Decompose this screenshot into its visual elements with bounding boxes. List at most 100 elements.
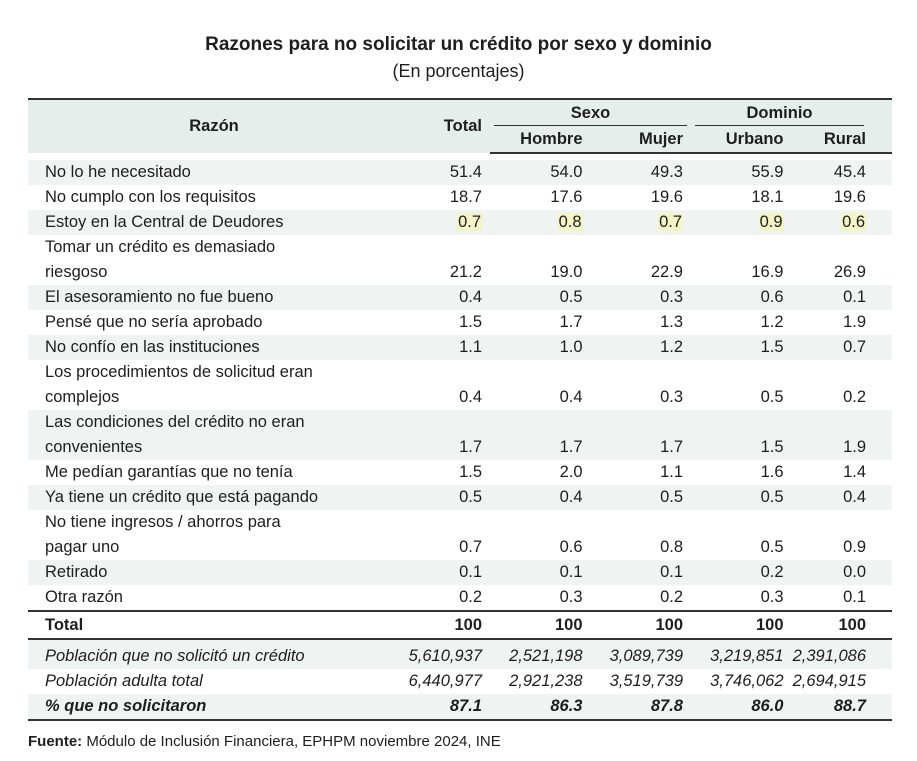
cell-value: 49.3 <box>590 160 691 185</box>
row-label-line: No cumplo con los requisitos <box>45 188 256 206</box>
cell-value: 0.8 <box>490 210 591 235</box>
cell-value: 51.4 <box>400 160 490 185</box>
value: 54.0 <box>550 163 583 181</box>
header-urbano: Urbano <box>691 126 792 154</box>
row-label: El asesoramiento no fue bueno <box>28 285 400 310</box>
footer-label: Población que no solicitó un crédito <box>28 639 400 669</box>
row-label-line: Pensé que no sería aprobado <box>45 313 263 331</box>
value: 0.8 <box>557 213 583 231</box>
cell-value: 1.6 <box>691 460 792 485</box>
cell-value: 0.2 <box>591 585 692 611</box>
cell-value: 18.1 <box>691 185 792 210</box>
value: 0.7 <box>658 213 683 231</box>
value: 1.7 <box>660 438 683 456</box>
row-label: No tiene ingresos / ahorros para pagar un… <box>28 510 400 560</box>
cell-value: 1.5 <box>400 460 490 485</box>
cell-value: 18.7 <box>400 185 490 210</box>
table-row: Ya tiene un crédito que está pagando 0.5 0… <box>28 485 892 510</box>
population-row: Población adulta total 6,440,977 2,921,238… <box>28 669 892 694</box>
value: 18.1 <box>751 188 784 206</box>
cell-value: 16.9 <box>691 235 792 285</box>
value: 1.2 <box>660 338 683 356</box>
value: 0.7 <box>457 213 482 231</box>
footer-value: 86.0 <box>691 694 792 721</box>
cell-value: 19.0 <box>490 235 591 285</box>
header-dominio: Dominio <box>691 98 892 126</box>
cell-value: 0.2 <box>400 585 490 611</box>
total-value: 100 <box>691 610 792 640</box>
total-value: 100 <box>490 610 591 640</box>
table-row: Pensé que no sería aprobado 1.5 1.7 1.3 1.2 1… <box>28 310 892 335</box>
value: 0.5 <box>559 288 583 306</box>
cell-value: 55.9 <box>691 160 792 185</box>
cell-value: 0.2 <box>792 360 893 410</box>
row-label-line: Retirado <box>45 563 108 581</box>
value: 19.6 <box>833 188 866 206</box>
value: 1.2 <box>760 313 784 331</box>
header-razon: Razón <box>28 98 400 153</box>
value: 1.7 <box>459 438 482 456</box>
value: 0.6 <box>559 538 583 556</box>
value: 0.2 <box>843 388 866 406</box>
value: 1.3 <box>660 313 683 331</box>
value: 18.7 <box>449 188 482 206</box>
total-value: 100 <box>791 610 892 640</box>
cell-value: 1.9 <box>792 310 893 335</box>
value: 0.1 <box>459 563 482 581</box>
value: 0.6 <box>841 213 866 231</box>
value: 0.5 <box>760 488 784 506</box>
cell-value: 0.7 <box>590 210 691 235</box>
row-label-line: No lo he necesitado <box>45 163 191 181</box>
cell-value: 17.6 <box>490 185 591 210</box>
value: 1.5 <box>760 338 784 356</box>
value: 0.7 <box>843 338 866 356</box>
value: 0.4 <box>559 488 583 506</box>
cell-value: 0.3 <box>591 360 692 410</box>
cell-value: 0.1 <box>590 560 691 585</box>
value: 0.0 <box>843 563 866 581</box>
row-label: Ya tiene un crédito que está pagando <box>28 485 400 510</box>
cell-value: 0.7 <box>791 335 892 360</box>
cell-value: 1.5 <box>691 410 792 460</box>
cell-value: 1.7 <box>590 410 691 460</box>
cell-value: 0.6 <box>691 285 792 310</box>
cell-value: 0.4 <box>400 360 490 410</box>
value: 1.9 <box>843 313 866 331</box>
row-label: Otra razón <box>28 585 400 611</box>
footer-value: 3,219,851 <box>691 639 792 669</box>
table-subtitle: (En porcentajes) <box>392 61 525 81</box>
footer-value: 3,519,739 <box>609 672 683 690</box>
value: 0.3 <box>660 288 683 306</box>
row-label-line: Estoy en la Central de Deudores <box>45 213 284 231</box>
value: 0.4 <box>559 388 583 406</box>
row-label-line: convenientes <box>45 438 143 456</box>
table-title: Razones para no solicitar un crédito por… <box>205 34 712 55</box>
value: 45.4 <box>833 163 866 181</box>
value: 0.2 <box>459 588 482 606</box>
cell-value: 0.5 <box>590 485 691 510</box>
percent-row: % que no solicitaron 87.1 86.3 87.8 86.0 88.7 <box>28 694 892 721</box>
total-row: Total 100 100 100 100 100 <box>28 610 892 640</box>
value: 1.7 <box>559 313 583 331</box>
cell-value: 22.9 <box>591 235 692 285</box>
table-row: No confío en las instituciones 1.1 1.0 1.2 1… <box>28 335 892 360</box>
row-label-line: No tiene ingresos / ahorros para <box>45 513 281 531</box>
value: 0.9 <box>843 538 866 556</box>
value: 0.5 <box>459 488 482 506</box>
table-row: El asesoramiento no fue bueno 0.4 0.5 0.3 0.… <box>28 285 892 310</box>
data-table: Razón Total Sexo Dominio Hombre Mujer Ur… <box>28 98 892 721</box>
value: 0.8 <box>660 538 683 556</box>
footer-label: Población adulta total <box>45 672 203 690</box>
header-rural: Rural <box>791 126 892 154</box>
value: 0.2 <box>760 563 784 581</box>
cell-value: 0.5 <box>691 510 792 560</box>
population-row: Población que no solicitó un crédito 5,61… <box>28 639 892 669</box>
cell-value: 0.1 <box>792 585 893 611</box>
value: 0.4 <box>459 388 482 406</box>
cell-value: 0.5 <box>691 485 792 510</box>
table-row: Tomar un crédito es demasiado riesgoso 21.… <box>28 235 892 285</box>
cell-value: 2.0 <box>490 460 591 485</box>
row-label: Me pedían garantías que no tenía <box>28 460 400 485</box>
value: 0.3 <box>660 388 683 406</box>
cell-value: 0.5 <box>490 285 591 310</box>
